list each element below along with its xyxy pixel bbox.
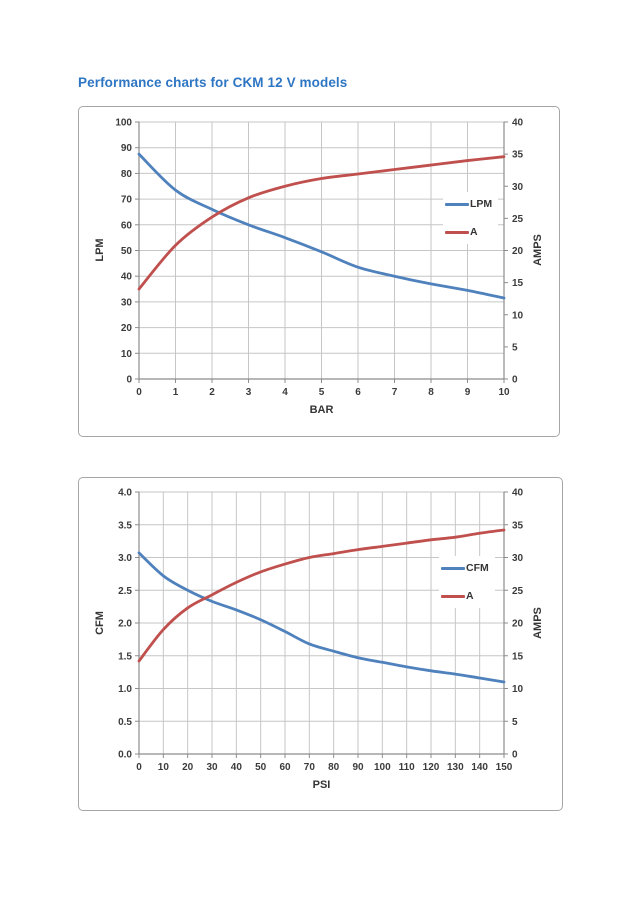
right-axis-title-amps: AMPS — [532, 234, 544, 266]
x-tick-label: 5 — [319, 387, 325, 398]
right-tick-label: 40 — [512, 488, 524, 499]
x-tick-label: 0 — [136, 762, 142, 773]
left-tick-label: 80 — [121, 169, 133, 180]
x-tick-label: 3 — [246, 387, 252, 398]
left-tick-label: 1.0 — [118, 684, 132, 695]
x-tick-label: 1 — [173, 387, 179, 398]
right-tick-label: 30 — [512, 553, 524, 564]
left-tick-label: 3.5 — [118, 520, 132, 531]
right-tick-label: 15 — [512, 278, 524, 289]
x-tick-label: 50 — [255, 762, 267, 773]
x-tick-label: 7 — [392, 387, 398, 398]
right-tick-label: 35 — [512, 520, 524, 531]
left-tick-label: 4.0 — [118, 488, 132, 499]
left-tick-label: 100 — [115, 118, 132, 129]
right-tick-label: 40 — [512, 118, 524, 129]
right-axis-title-amps: AMPS — [532, 607, 544, 639]
cfm-line-swatch-icon — [441, 566, 465, 570]
legend-label: A — [470, 226, 478, 238]
right-tick-label: 25 — [512, 214, 524, 225]
left-axis-title-cfm: CFM — [94, 611, 106, 635]
right-tick-label: 25 — [512, 586, 524, 597]
left-tick-label: 0.0 — [118, 750, 132, 761]
left-tick-label: 50 — [121, 246, 133, 257]
left-axis-title-lpm: LPM — [94, 238, 106, 262]
x-tick-label: 8 — [428, 387, 434, 398]
legend-entry-cfm: CFM — [441, 558, 489, 578]
page-title: Performance charts for CKM 12 V models — [78, 75, 348, 90]
right-tick-label: 10 — [512, 684, 524, 695]
x-tick-label: 20 — [182, 762, 194, 773]
right-tick-label: 15 — [512, 651, 524, 662]
right-tick-label: 30 — [512, 182, 524, 193]
x-tick-label: 0 — [136, 387, 142, 398]
left-tick-label: 1.5 — [118, 651, 132, 662]
x-tick-label: 6 — [355, 387, 361, 398]
x-tick-label: 4 — [282, 387, 288, 398]
a-line-swatch-icon — [445, 230, 469, 234]
legend-entry-a: A — [445, 222, 492, 242]
x-tick-label: 10 — [498, 387, 510, 398]
x-tick-label: 120 — [423, 762, 440, 773]
x-tick-label: 90 — [352, 762, 364, 773]
right-tick-label: 10 — [512, 310, 524, 321]
right-tick-label: 5 — [512, 342, 518, 353]
x-tick-label: 130 — [447, 762, 464, 773]
left-tick-label: 3.0 — [118, 553, 132, 564]
legend-entry-lpm: LPM — [445, 194, 492, 214]
chart-legend: CFM A — [439, 556, 495, 608]
right-tick-label: 35 — [512, 150, 524, 161]
right-tick-label: 0 — [512, 375, 518, 386]
a-line-swatch-icon — [441, 594, 465, 598]
legend-entry-a: A — [441, 586, 489, 606]
right-tick-label: 0 — [512, 750, 518, 761]
legend-label: CFM — [466, 562, 489, 574]
lpm-line-swatch-icon — [445, 202, 469, 206]
x-tick-label: 100 — [374, 762, 391, 773]
x-tick-label: 30 — [206, 762, 218, 773]
chart-lpm-vs-bar: 0 1 2 3 4 5 6 7 8 9 10 0 10 20 30 40 50 60 70 80 90 100 0 5 10 15… — [78, 106, 560, 437]
legend-label: LPM — [470, 198, 493, 210]
left-tick-label: 90 — [121, 143, 133, 154]
x-tick-label: 150 — [496, 762, 513, 773]
chart-cfm-vs-psi: 0 10 20 30 40 50 60 70 80 90 100 110 120 130 140 150 0.0… — [78, 477, 563, 811]
left-tick-label: 30 — [121, 297, 133, 308]
legend-label: A — [466, 590, 474, 602]
left-tick-label: 10 — [121, 349, 133, 360]
x-tick-label: 9 — [465, 387, 471, 398]
x-axis-title-bar: BAR — [309, 404, 334, 416]
left-tick-label: 20 — [121, 323, 133, 334]
left-tick-label: 0 — [126, 375, 132, 386]
series-line-CFM — [137, 551, 506, 684]
series-line-LPM — [137, 152, 506, 300]
x-tick-label: 110 — [399, 762, 416, 773]
left-tick-label: 0.5 — [118, 717, 132, 728]
x-tick-label: 10 — [158, 762, 170, 773]
right-tick-label: 20 — [512, 619, 524, 630]
series-line-A — [137, 155, 506, 291]
x-tick-label: 60 — [279, 762, 291, 773]
left-tick-label: 60 — [121, 220, 133, 231]
right-tick-label: 20 — [512, 246, 524, 257]
left-tick-label: 2.5 — [118, 586, 132, 597]
left-tick-label: 2.0 — [118, 619, 132, 630]
chart-legend: LPM A — [443, 192, 499, 244]
x-tick-label: 80 — [328, 762, 340, 773]
chart-lpm-plot-area: 0 1 2 3 4 5 6 7 8 9 100102030405060708090100051015… — [115, 118, 524, 399]
x-tick-label: 70 — [304, 762, 316, 773]
left-tick-label: 40 — [121, 272, 133, 283]
right-tick-label: 5 — [512, 717, 518, 728]
left-tick-label: 70 — [121, 195, 133, 206]
series-line-A — [137, 528, 506, 663]
x-axis-title-psi: PSI — [312, 779, 331, 791]
chart-cfm-plot-area: 0 10 20 30 40 50 60 70 80 90 100 110 120 130 140 1500.0… — [118, 488, 524, 774]
x-tick-label: 140 — [471, 762, 488, 773]
x-tick-label: 2 — [209, 387, 215, 398]
x-tick-label: 40 — [231, 762, 243, 773]
